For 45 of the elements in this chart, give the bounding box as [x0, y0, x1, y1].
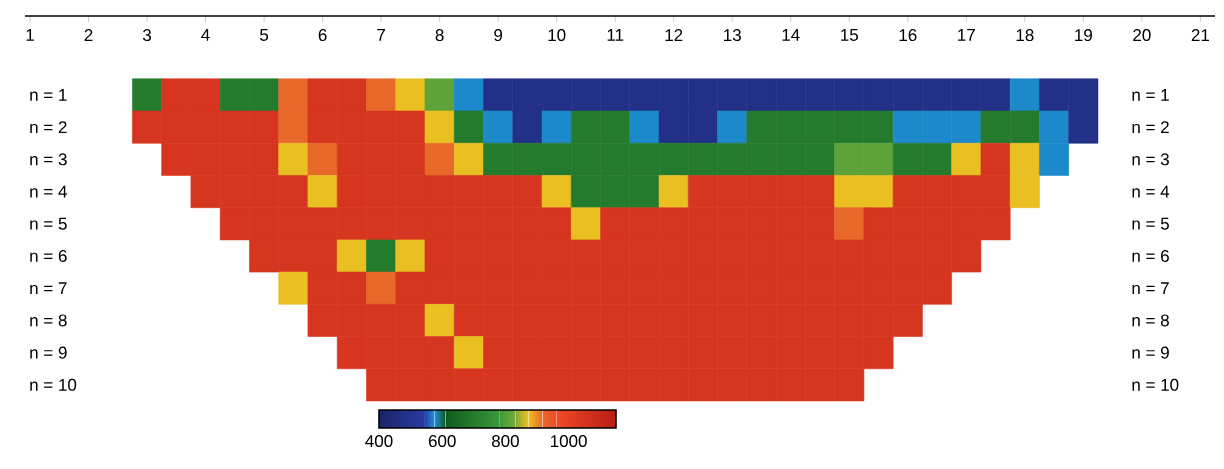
- y-tick-label: n = 9: [30, 346, 67, 359]
- x-tick-label: 21: [1191, 29, 1209, 41]
- x-tick-label: 6: [318, 29, 327, 42]
- color-bar-label: 1000: [550, 435, 587, 448]
- y2-tick-label: n = 4: [1132, 185, 1170, 198]
- x-tick-label: 11: [607, 29, 624, 41]
- x-tick-label: 7: [377, 29, 385, 41]
- y2-tick-label: n = 1: [1132, 89, 1169, 101]
- x-tick-label: 13: [724, 29, 741, 42]
- x-tick-label: 16: [899, 29, 917, 42]
- x-tick-label: 1: [26, 29, 34, 41]
- x-tick-label: 19: [1075, 29, 1092, 42]
- y2-tick-label: n = 6: [1132, 249, 1169, 262]
- x-tick-label: 20: [1133, 29, 1151, 42]
- y-tick-label: n = 10: [30, 378, 77, 391]
- x-tick-label: 5: [260, 29, 269, 41]
- y-tick-label: n = 5: [30, 217, 67, 230]
- color-bar-label: 800: [491, 435, 519, 448]
- x-tick-label: 2: [84, 29, 93, 41]
- y2-tick-label: n = 8: [1132, 314, 1169, 327]
- y-tick-label: n = 4: [30, 185, 67, 198]
- y2-tick-label: n = 10: [1132, 378, 1179, 391]
- y-tick-label: n = 7: [30, 282, 67, 295]
- x-tick-label: 4: [201, 29, 210, 41]
- x-tick-label: 18: [1016, 29, 1034, 42]
- y2-tick-label: n = 2: [1132, 121, 1169, 134]
- x-tick-label: 8: [435, 29, 444, 42]
- y2-tick-label: n = 3: [1132, 153, 1169, 166]
- x-tick-label: 9: [494, 29, 503, 42]
- y2-tick-label: n = 7: [1132, 282, 1169, 295]
- x-tick-label: 14: [782, 29, 800, 41]
- x-tick-label: 15: [841, 29, 859, 41]
- x-tick-label: 17: [958, 29, 975, 41]
- x-tick-label: 12: [665, 29, 683, 41]
- y-tick-label: n = 3: [30, 153, 67, 166]
- y-tick-label: n = 8: [30, 314, 67, 327]
- color-bar-label: 600: [428, 435, 456, 448]
- y-tick-label: n = 6: [30, 249, 67, 262]
- y2-tick-label: n = 5: [1132, 217, 1169, 230]
- x-tick-label: 3: [142, 29, 152, 42]
- x-tick-label: 10: [548, 29, 566, 42]
- y-tick-label: n = 2: [30, 121, 67, 134]
- y2-tick-label: n = 9: [1132, 346, 1169, 359]
- color-bar-label: 400: [365, 435, 393, 448]
- y-tick-label: n = 1: [30, 89, 67, 101]
